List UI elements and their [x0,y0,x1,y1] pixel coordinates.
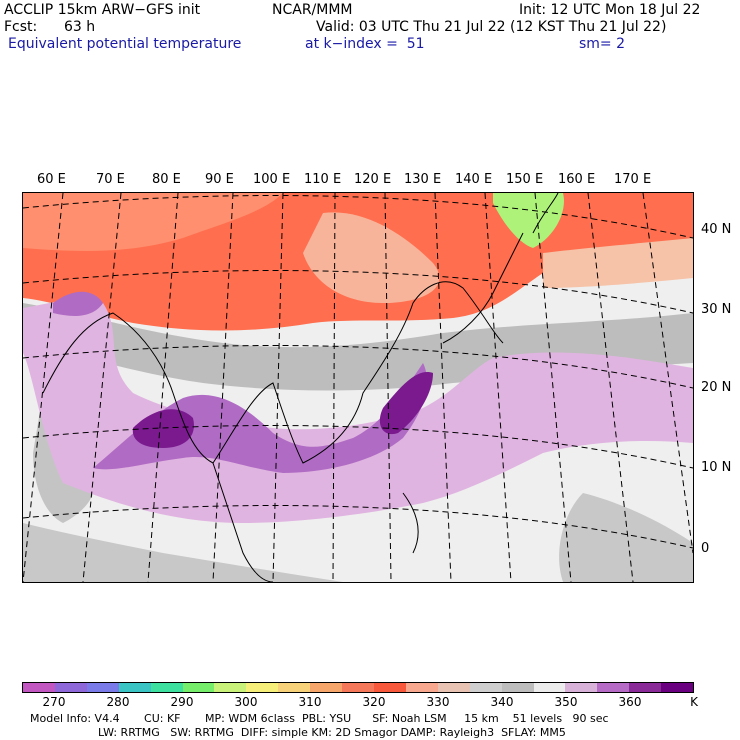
lon-label: 60 E [37,172,66,187]
lon-label: 80 E [152,172,181,187]
init-time: Init: 12 UTC Mon 18 Jul 22 [519,2,701,18]
lon-label: 90 E [205,172,234,187]
colorbar-segment [661,683,694,692]
colorbar-segment [182,683,215,692]
lon-label: 130 E [404,172,442,187]
colorbar-segment [565,683,598,692]
graticule [23,193,693,582]
lon-label: 160 E [558,172,596,187]
colorbar-tick-label: 320 [362,695,386,709]
center-name: NCAR/MMM [272,2,353,18]
lat-label: 30 N [701,302,732,317]
lon-label: 70 E [96,172,125,187]
colorbar-segment [533,683,566,692]
lon-label: 170 E [614,172,652,187]
lon-label: 100 E [253,172,291,187]
lon-label: 110 E [304,172,342,187]
colorbar [22,682,694,693]
colorbar-tick-label: 280 [106,695,130,709]
valid-time: Valid: 03 UTC Thu 21 Jul 22 (12 KST Thu … [316,19,667,35]
lat-label: 10 N [701,460,732,475]
model-info-line-2: LW: RRTMG SW: RRTMG DIFF: simple KM: 2D … [98,726,566,739]
level-index: at k−index = 51 [305,36,425,52]
field-name: Equivalent potential temperature [8,36,242,52]
coastlines [42,193,559,582]
lon-label: 140 E [455,172,493,187]
colorbar-tick-label: 290 [170,695,194,709]
forecast-hour: 63 h [64,19,96,35]
smoothing: sm= 2 [579,36,626,52]
lon-label: 150 E [506,172,544,187]
colorbar-segment [278,683,311,692]
moist-band-light [23,298,693,523]
colorbar-segment [214,683,247,692]
colorbar-segment [54,683,87,692]
colorbar-segment [118,683,151,692]
colorbar-segment [342,683,374,692]
colorbar-segment [629,683,662,692]
colorbar-segment [437,683,470,692]
colorbar-segment [469,683,502,692]
warm-band-hot [23,193,283,251]
model-title: ACCLIP 15km ARW−GFS init [4,2,201,18]
colorbar-tick-label: 360 [618,695,642,709]
colorbar-segment [405,683,438,692]
warm-patch-peach [303,212,440,303]
colorbar-segment [86,683,119,692]
colorbar-unit: K [690,695,698,709]
moist-core-dark-2 [379,372,433,435]
colorbar-tick-label: 330 [426,695,450,709]
lon-label: 120 E [354,172,392,187]
grey-patch-south [23,523,343,582]
lat-label: 40 N [701,222,732,237]
moist-band-mid-north [53,291,103,316]
colorbar-segment [246,683,279,692]
colorbar-segment [150,683,183,692]
colorbar-tick-label: 340 [490,695,514,709]
warm-patch-peach-2 [543,238,693,288]
colorbar-segment [23,683,55,692]
colorbar-segment [501,683,534,692]
equivalent-potential-temperature-map [23,193,693,582]
colorbar-tick-label: 270 [42,695,66,709]
cold-patch-green [493,193,564,248]
colorbar-segment [310,683,343,692]
colorbar-segment [373,683,406,692]
colorbar-tick-label: 310 [298,695,322,709]
lat-label: 20 N [701,380,732,395]
colorbar-tick-label: 350 [554,695,578,709]
colorbar-tick-label: 300 [234,695,258,709]
forecast-label: Fcst: [4,19,38,35]
lat-label: 0 [701,541,710,556]
model-info-line-1: Model Info: V4.4 CU: KF MP: WDM 6class P… [30,712,609,725]
grey-patch-sea [559,493,693,582]
colorbar-segment [597,683,630,692]
map-panel [22,192,694,583]
moist-core-dark [132,409,194,448]
